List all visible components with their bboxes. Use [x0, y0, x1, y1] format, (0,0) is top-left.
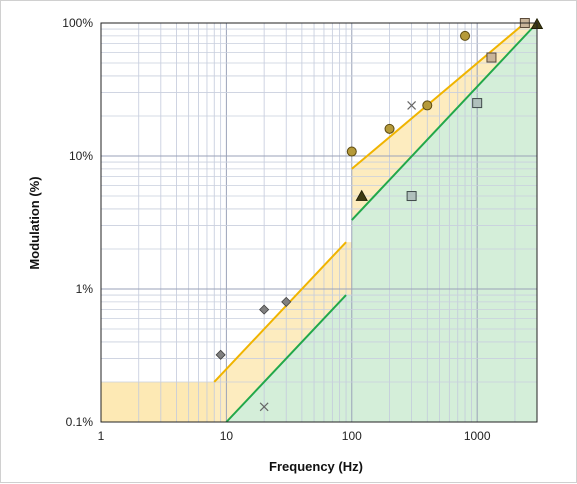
- plot-area-border: [100, 22, 538, 423]
- region-1-edge-1: [351, 22, 538, 221]
- data-point-diamond: [281, 296, 292, 307]
- data-point-square: [406, 191, 417, 202]
- data-point-square: [472, 98, 483, 109]
- y-tick-label: 100%: [62, 16, 93, 30]
- x-tick-label: 1: [98, 429, 105, 443]
- data-point-circle: [346, 146, 357, 157]
- y-axis-title: Modulation (%): [27, 176, 42, 269]
- data-point-square: [486, 52, 497, 63]
- data-point-x-stroke: [407, 101, 417, 110]
- data-point-diamond: [215, 349, 226, 360]
- y-tick-label: 10%: [69, 149, 93, 163]
- data-point-circle: [422, 100, 433, 111]
- region-0-edge-1: [351, 22, 526, 170]
- y-tick-label: 1%: [76, 282, 94, 296]
- region-1-band-1: [351, 23, 537, 422]
- region-0-edge-0: [213, 241, 347, 383]
- x-tick-label: 10: [220, 429, 234, 443]
- x-axis-title: Frequency (Hz): [269, 459, 363, 474]
- data-point-diamond: [259, 304, 270, 315]
- data-point-x: [259, 402, 269, 412]
- region-0-flat: [101, 381, 215, 422]
- x-tick-label: 1000: [464, 429, 491, 443]
- data-point-x-stroke: [259, 402, 269, 412]
- y-tick-label: 0.1%: [66, 415, 94, 429]
- region-1-edge-0: [225, 294, 347, 423]
- data-point-circle: [384, 123, 395, 134]
- data-point-triangle: [355, 189, 368, 201]
- x-tick-label: 100: [342, 429, 362, 443]
- data-point-circle: [460, 30, 471, 41]
- data-point-x: [407, 101, 417, 110]
